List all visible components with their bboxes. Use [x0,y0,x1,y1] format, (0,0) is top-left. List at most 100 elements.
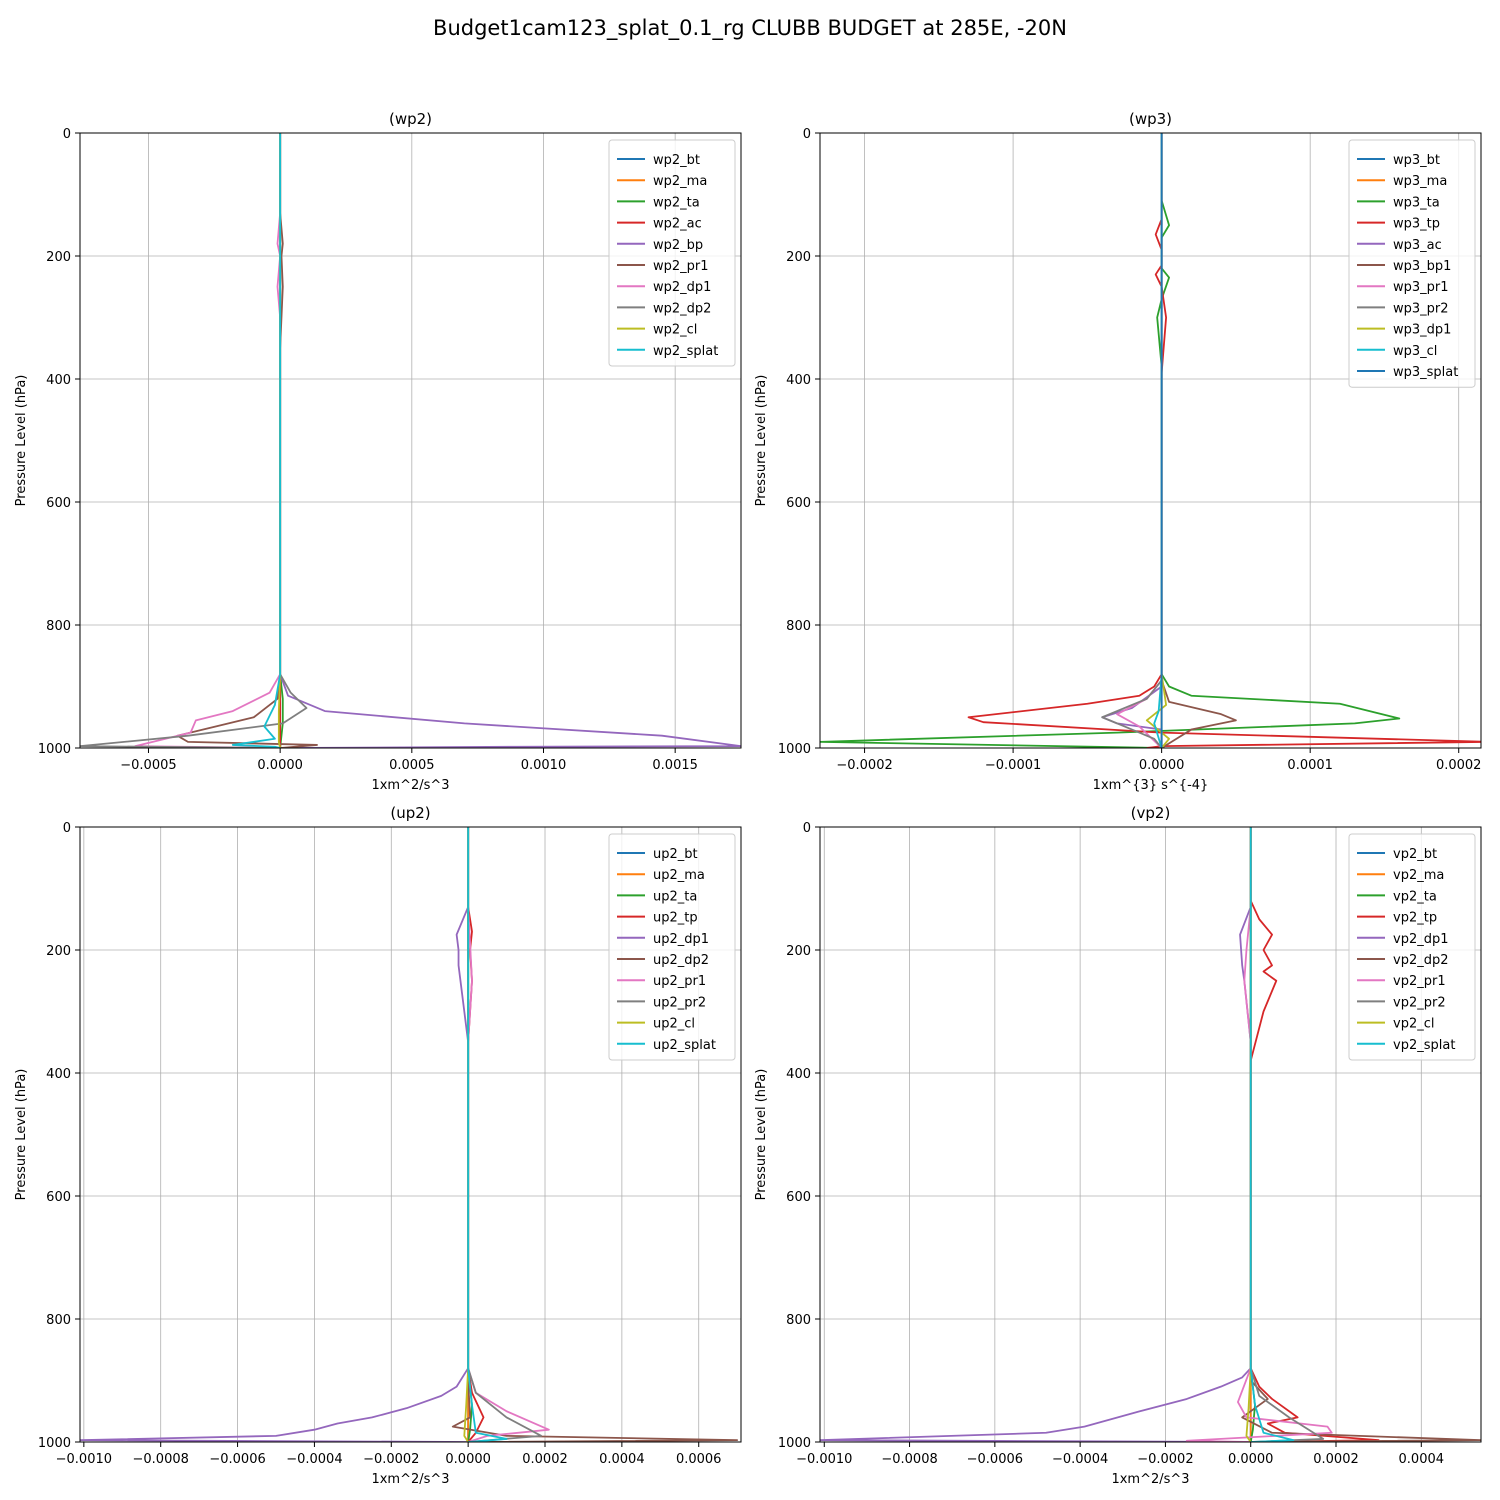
y-tick-label: 0 [63,127,71,142]
series-line-wp2_splat [231,133,282,748]
axes-frame [819,132,1482,749]
legend-entry: vp2_tp [1393,911,1437,926]
y-tick-label: 400 [786,373,811,388]
y-tick-label: 800 [46,1313,71,1328]
series-line-wp3_pr1 [1116,133,1163,748]
y-tick-label: 200 [786,250,811,265]
y-tick-label: 1000 [38,742,71,757]
legend-entry: wp3_ma [1393,174,1447,189]
legend-box [608,833,736,1061]
legend-entry: wp3_pr2 [1393,301,1449,316]
y-tick-label: 0 [63,821,71,836]
series-line-up2_dp1 [80,827,470,1442]
series-line-wp3_ac [1101,133,1163,748]
series-line-vp2_dp1 [820,827,1252,1442]
axes-frame [79,826,742,1443]
x-tick-label: −0.0001 [985,758,1041,773]
legend-entry: up2_splat [653,1038,716,1053]
y-tick-label: 600 [46,496,71,511]
y-axis-label: Pressure Level (hPa) [754,1069,769,1201]
x-tick-label: −0.0004 [1052,1452,1108,1467]
x-axis-label: 1xm^2/s^3 [1111,1472,1189,1487]
x-axis-label: 1xm^{3} s^{-4} [1093,778,1209,793]
series-line-up2_splat [467,827,508,1442]
legend-entry: wp3_bp1 [1393,259,1451,274]
legend-entry: vp2_bt [1393,847,1437,862]
legend-entry: up2_tp [653,911,698,926]
legend-entry: wp3_dp1 [1393,323,1451,338]
series-line-wp2_pr1 [176,133,318,748]
subplot-title: (vp2) [1131,804,1171,822]
y-axis-label: Pressure Level (hPa) [14,1069,29,1201]
series-line-vp2_tp [1249,827,1380,1442]
legend-entry: wp2_pr1 [653,259,709,274]
y-tick-label: 800 [786,619,811,634]
x-tick-label: −0.0002 [363,1452,419,1467]
axes-frame [819,826,1482,1443]
y-tick-label: 400 [46,373,71,388]
legend-entry: vp2_splat [1393,1038,1455,1053]
x-tick-label: 0.0000 [257,758,303,773]
series-line-wp2_bp [279,133,741,748]
series-line-vp2_pr1 [1185,827,1333,1442]
legend-box [1348,833,1476,1061]
y-tick-label: 0 [803,127,811,142]
legend-entry: wp2_bt [653,153,700,168]
legend-entry: wp3_pr1 [1393,280,1449,295]
x-axis-label: 1xm^2/s^3 [371,1472,449,1487]
legend-entry: vp2_dp1 [1393,932,1449,947]
y-tick-label: 200 [786,944,811,959]
x-tick-label: 0.0015 [652,758,698,773]
x-tick-label: 0.0002 [1436,758,1482,773]
legend-entry: wp2_ma [653,174,707,189]
y-tick-label: 1000 [778,742,811,757]
series-line-wp2_dp1 [134,133,282,748]
x-tick-label: −0.0005 [120,758,176,773]
y-tick-label: 600 [46,1190,71,1205]
legend: vp2_bt vp2_ma vp2_ta vp2_tp vp2_dp1 vp2_dp2vp… [1348,833,1476,1061]
legend-entry: wp2_dp2 [653,301,711,316]
legend-entry: up2_pr2 [653,995,706,1010]
subplot-title: (wp3) [1129,110,1172,128]
legend-entry: wp3_ta [1393,195,1440,210]
series-group [820,827,1481,1442]
subplot-2: −0.0010 −0.0008 −0.0006 −0.0004 −0.0002 0.000… [14,804,742,1487]
series-group [820,133,1481,748]
legend-entry: up2_ma [653,868,705,883]
legend-entry: wp2_ac [653,217,702,232]
legend-entry: up2_cl [653,1017,695,1032]
subplot-0: −0.0005 0.0000 0.0005 0.0010 0.0015 0 200 400 60… [14,110,742,793]
legend-entry: vp2_pr2 [1393,995,1446,1010]
x-tick-label: 0.0000 [1139,758,1185,773]
series-group [80,133,741,748]
series-line-wp3_pr2 [1101,133,1163,748]
y-tick-label: 0 [803,821,811,836]
series-line-wp3_bp1 [1160,133,1237,748]
legend-entry: vp2_ma [1393,868,1444,883]
x-tick-label: −0.0002 [1137,1452,1193,1467]
legend-entry: up2_dp1 [653,932,709,947]
legend: wp3_bt wp3_ma wp3_ta wp3_tp wp3_ac wp3_bp1 wp3… [1348,139,1476,388]
legend-box [608,139,736,367]
series-line-wp3_cl [1153,133,1163,748]
legend-entry: wp2_splat [653,344,718,359]
y-tick-label: 400 [786,1067,811,1082]
legend-entry: wp2_ta [653,195,700,210]
x-tick-label: −0.0004 [286,1452,342,1467]
series-line-up2_pr2 [467,827,543,1442]
legend-entry: wp3_cl [1393,344,1437,359]
y-tick-label: 200 [46,944,71,959]
x-tick-label: −0.0006 [209,1452,265,1467]
figure-title: Budget1cam123_splat_0.1_rg CLUBB BUDGET … [433,16,1067,40]
series-line-up2_tp [467,827,485,1442]
series-line-wp2_dp2 [80,133,308,748]
series-line-vp2_pr2 [1249,827,1325,1442]
legend-entry: wp3_bt [1393,153,1440,168]
legend-entry: vp2_cl [1393,1017,1434,1032]
x-axis-label: 1xm^2/s^3 [371,778,449,793]
series-line-wp3_ta [820,133,1401,748]
legend-entry: up2_pr1 [653,974,706,989]
y-tick-label: 200 [46,250,71,265]
